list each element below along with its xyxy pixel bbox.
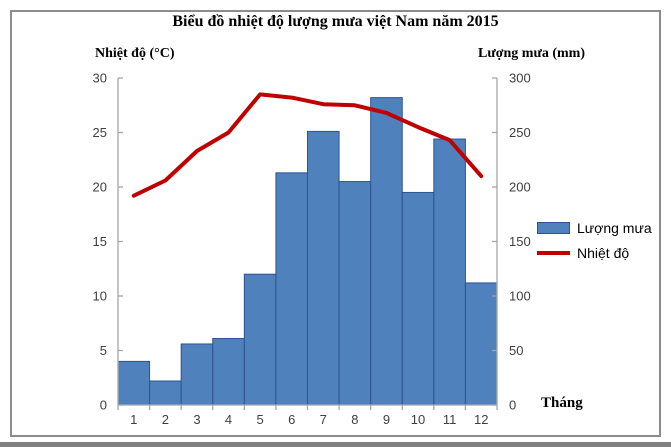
right-axis-tick-label: 100: [509, 289, 531, 304]
rainfall-bar-month-1: [117, 360, 151, 406]
month-label: 8: [351, 412, 358, 427]
temperature-line: [131, 92, 484, 198]
left-axis-title: Nhiệt độ (°C): [95, 46, 175, 61]
right-axis-title: Lượng mưa (mm): [478, 46, 585, 61]
left-axis-tick-label: 25: [93, 125, 107, 140]
month-label: 11: [443, 412, 457, 427]
right-axis-tick-label: 200: [509, 180, 531, 195]
rainfall-bar-month-11: [433, 138, 466, 406]
rainfall-bar-month-10: [401, 191, 435, 406]
rainfall-bar-month-3: [180, 343, 214, 406]
month-label: 4: [225, 412, 232, 427]
x-axis-title: Tháng: [541, 395, 583, 411]
rainfall-swatch-icon: [537, 222, 570, 234]
month-label: 9: [383, 412, 390, 427]
month-label: 1: [130, 412, 137, 427]
left-axis-tick-label: 10: [93, 289, 107, 304]
month-label: 5: [257, 412, 264, 427]
month-label: 2: [162, 412, 169, 427]
left-axis-tick-label: 20: [93, 180, 107, 195]
legend: Lượng mưa Nhiệt độ: [537, 220, 652, 261]
left-axis-tick-label: 30: [93, 71, 107, 86]
right-axis-tick-label: 150: [509, 234, 531, 249]
month-label: 10: [411, 412, 425, 427]
legend-rainfall-label: Lượng mưa: [577, 220, 652, 236]
right-axis-tick-label: 300: [509, 71, 531, 86]
left-axis-tick-label: 15: [93, 234, 107, 249]
rainfall-bar-month-8: [338, 181, 372, 406]
temperature-swatch-icon: [537, 251, 570, 255]
legend-temperature-label: Nhiệt độ: [577, 245, 630, 261]
month-label: 12: [474, 412, 488, 427]
chart-title: Biểu đồ nhiệt độ lượng mưa việt Nam năm …: [172, 13, 499, 30]
month-label: 7: [320, 412, 327, 427]
rainfall-bar-month-9: [370, 97, 403, 406]
right-axis-tick-label: 50: [509, 343, 523, 358]
month-label: 3: [193, 412, 200, 427]
rainfall-bar-month-4: [212, 338, 245, 406]
left-axis-tick-label: 0: [100, 398, 107, 413]
right-axis-tick-label: 0: [509, 398, 516, 413]
rainfall-bar-month-2: [149, 380, 182, 406]
rainfall-bar-month-12: [464, 282, 498, 406]
legend-item-temperature: Nhiệt độ: [537, 245, 652, 261]
left-axis-tick-label: 5: [100, 343, 107, 358]
rainfall-bar-month-6: [275, 172, 309, 406]
bottom-edge-strip: [0, 442, 671, 447]
right-axis-tick-label: 250: [509, 125, 531, 140]
rainfall-bar-month-7: [307, 130, 340, 406]
rainfall-bar-month-5: [243, 273, 277, 406]
month-label: 6: [288, 412, 295, 427]
legend-item-rainfall: Lượng mưa: [537, 220, 652, 236]
